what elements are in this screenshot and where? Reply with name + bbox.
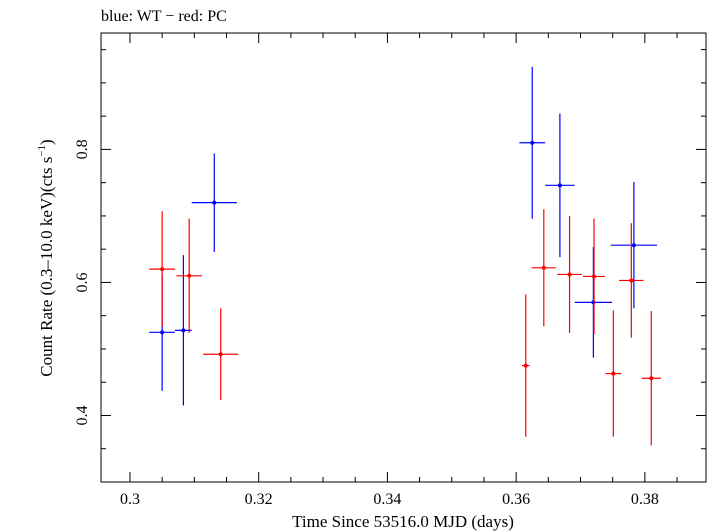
chart-title: blue: WT − red: PC [101,8,227,25]
point-marker [557,183,562,188]
y-axis-label-exponent: −1 [36,145,48,157]
x-tick-label: 0.3 [120,491,140,508]
point-marker [530,140,535,145]
y-axis-label: Count Rate (0.3–10.0 keV)(cts s−1) [36,139,56,376]
point-marker [523,363,528,368]
point-marker [629,278,634,283]
point-marker [541,265,546,270]
point-marker [181,328,186,333]
point-marker [160,267,165,272]
point-marker [611,371,616,376]
point-marker [649,376,654,381]
data-point [641,311,661,446]
x-tick-label: 0.34 [373,491,401,508]
data-point [574,247,613,358]
data-point [203,308,239,401]
plot-frame [100,32,707,483]
x-tick-label: 0.38 [631,491,659,508]
point-marker [160,330,165,335]
point-marker [591,300,596,305]
data-point [531,209,557,327]
point-marker [592,274,597,279]
series-pc [149,209,661,446]
axes: 0.3 0.32 0.34 0.36 0.38 0.4 0.6 0.8 [74,33,706,508]
y-axis-label-main: Count Rate (0.3–10.0 keV)(cts s [37,157,56,377]
x-axis-label: Time Since 53516.0 MJD (days) [292,512,514,531]
data-point [610,182,658,309]
data-point [149,211,176,328]
point-marker [218,352,223,357]
x-tick-label: 0.36 [502,491,530,508]
series-wt [149,66,658,406]
data-point [583,218,605,335]
data-point [519,66,546,219]
y-tick-label: 0.4 [74,405,91,425]
data-point [176,218,203,333]
y-tick-label: 0.8 [74,139,91,159]
x-tick-label: 0.32 [245,491,273,508]
data-series [149,66,661,446]
data-point [605,310,622,437]
y-tick-label: 0.6 [74,272,91,292]
point-marker [631,243,636,248]
y-axis-label-end: ) [37,139,56,145]
data-point [191,153,237,252]
point-marker [187,273,192,278]
point-marker [212,200,217,205]
data-point [521,294,530,437]
point-marker [567,272,572,277]
data-point [557,215,582,333]
data-point [619,223,644,338]
data-point [545,113,575,258]
